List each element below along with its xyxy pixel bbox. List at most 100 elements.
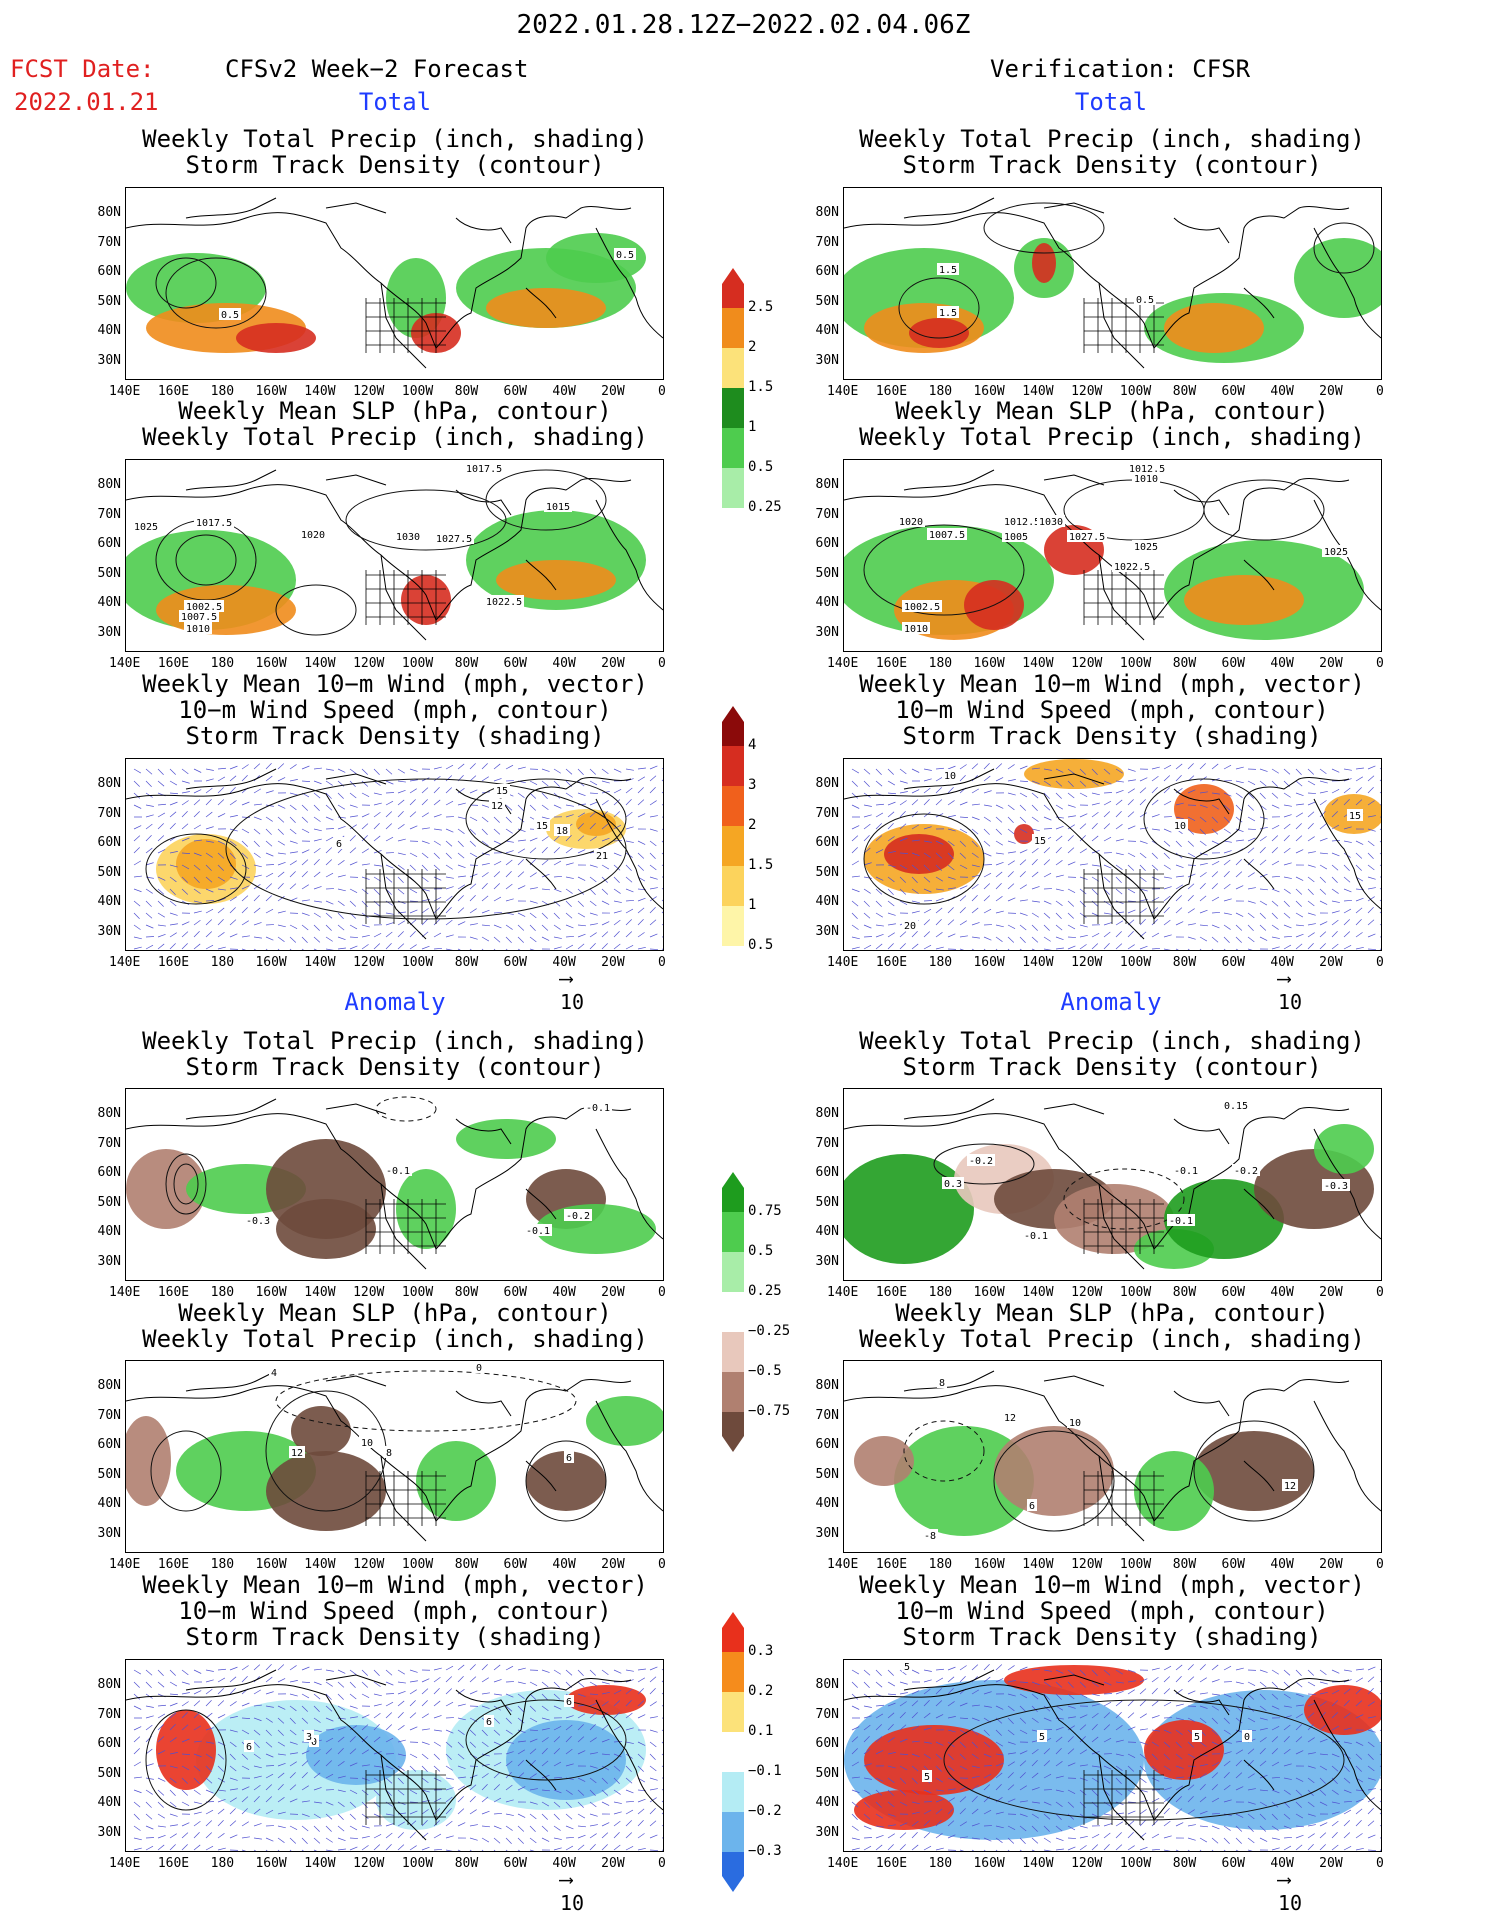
contour-label-bg (942, 769, 958, 781)
coastline (525, 1188, 557, 1220)
lat-tick-label: 80N (815, 477, 839, 492)
contour-label-bg (1132, 540, 1160, 552)
contour-label-bg (937, 1376, 947, 1388)
contour-label-bg (584, 1101, 612, 1113)
contour-label-bg (219, 308, 241, 320)
lon-tick-label: 180 (210, 955, 235, 970)
map-svg: 4 0 10 8 12 6 (126, 1361, 663, 1552)
coastline (1043, 773, 1105, 785)
colorbar-tick-label: 0.1 (748, 1723, 774, 1739)
colorbar-segment (722, 1652, 744, 1692)
title-p7-line2: Storm Track Density (contour) (185, 1053, 605, 1081)
coastline (903, 197, 995, 219)
map-panel-anomaly-verification-precip-storm: 0.15 -0.2 0.3 -0.1 -0.2 -0.3 -0.1 -0.1 (843, 1088, 1382, 1281)
lon-tick-label: 140E (827, 656, 859, 671)
contour-label: 1010 (186, 624, 210, 635)
lat-tick-label: 80N (97, 205, 121, 220)
lon-tick-label: 60W (503, 656, 528, 671)
colorbar-tick-label: 1.5 (748, 857, 774, 873)
contour-line (275, 584, 357, 636)
map-svg: 1012.5101010201007.51012.5100510301027.5… (844, 460, 1381, 651)
lon-tick-label: 120W (1071, 656, 1103, 671)
coastline (1243, 1188, 1275, 1220)
colorbar-segment (722, 308, 744, 348)
contour-label: 4 (271, 1368, 277, 1379)
contour-line (275, 1370, 577, 1432)
lat-tick-label: 70N (97, 1407, 121, 1423)
lon-tick-label: 80W (454, 1557, 479, 1572)
map-svg: 03 6 6 6 (126, 1660, 663, 1851)
title-p3-line1: Weekly Mean SLP (hPa, contour) (178, 397, 612, 425)
contour-label: 5 (1039, 1732, 1045, 1743)
lat-tick-label: 30N (97, 624, 121, 640)
contour-label-bg (564, 1695, 574, 1707)
map-panel-anomaly-verification-slp-precip: 8 12 10 6 12 -8 (843, 1360, 1382, 1553)
shading-region (156, 1710, 216, 1790)
lon-tick-label: 100W (401, 955, 434, 970)
lat-tick-label: 70N (815, 805, 839, 821)
colorbar-tick-label: 1 (748, 419, 757, 435)
title-p11-line2: 10−m Wind Speed (mph, contour) (178, 1597, 612, 1625)
contour-label-bg (1282, 1479, 1298, 1491)
contour-label: 1025 (134, 522, 158, 533)
contour-label: 1017.5 (196, 518, 232, 529)
shading-region (291, 1406, 351, 1456)
coastline (844, 478, 1350, 621)
lon-tick-label: 140E (109, 656, 141, 671)
lon-tick-label: 180 (928, 384, 953, 399)
lon-tick-label: 140E (109, 384, 141, 399)
lat-tick-label: 80N (815, 1677, 839, 1692)
lon-tick-label: 100W (401, 1856, 434, 1871)
lon-tick-label: 120W (1071, 1557, 1103, 1572)
lat-tick-label: 50N (815, 864, 839, 880)
map-panel-forecast-slp-precip: 1017.5 1025 1017.5 1020 1030 1027.5 1015 1022.5… (125, 459, 664, 652)
lon-tick-label: 20W (1319, 384, 1343, 399)
colorbar-tick-label: 0.2 (748, 1683, 774, 1699)
title-p4-line2: Weekly Total Precip (inch, shading) (859, 423, 1365, 451)
contour-line (225, 778, 627, 920)
lat-tick-label: 50N (97, 565, 121, 581)
contour-label: 0.3 (944, 1179, 962, 1190)
lon-tick-label: 160W (255, 384, 287, 399)
lat-tick-label: 40N (815, 1795, 839, 1810)
coastline (1313, 1699, 1381, 1811)
contour-label: 1020 (301, 530, 325, 541)
title-p8-line2: Storm Track Density (contour) (902, 1053, 1322, 1081)
coastline (455, 1390, 512, 1417)
shading-region (401, 575, 451, 625)
lon-tick-label: 0 (1376, 1285, 1384, 1300)
shading-region (1164, 303, 1264, 353)
lon-tick-label: 140E (827, 1285, 859, 1300)
lat-tick-label: 50N (815, 565, 839, 581)
colorbar-tick-label: −0.1 (748, 1763, 782, 1779)
coastline (1098, 1754, 1145, 1841)
contour-label-bg (289, 1446, 305, 1458)
coastline (1173, 1118, 1230, 1145)
map-panel-verification-precip-storm: 1.5 1.5 0.5 (843, 187, 1382, 380)
contour-label: 6 (336, 839, 342, 850)
coastline (595, 227, 663, 339)
lon-tick-label: 60W (503, 384, 528, 399)
lon-tick-label: 80W (1172, 384, 1197, 399)
shading-region (496, 560, 616, 600)
shading-region (306, 1725, 406, 1785)
lat-tick-label: 60N (97, 536, 121, 551)
lon-tick-label: 40W (1270, 656, 1294, 671)
lon-tick-label: 160E (875, 384, 908, 399)
contour-label: 12 (1004, 1413, 1016, 1424)
contour-label-bg (1222, 1099, 1250, 1111)
lon-tick-label: 60W (1221, 1856, 1246, 1871)
colorbar-tick-label: 0.75 (748, 1203, 782, 1219)
contour-label: 1.5 (939, 308, 957, 319)
contour-label-bg (1002, 1411, 1018, 1423)
colorbar-segment (722, 746, 744, 786)
shading-region (1304, 1685, 1381, 1735)
coastline (844, 206, 1350, 349)
shading-region (854, 1436, 914, 1486)
lon-tick-label: 80W (1172, 1285, 1197, 1300)
lon-tick-label: 0 (1376, 384, 1384, 399)
lat-tick-label: 80N (97, 1378, 121, 1393)
lon-tick-label: 20W (1319, 656, 1343, 671)
contour-label-bg (534, 819, 550, 831)
lat-tick-label: 30N (815, 1525, 839, 1541)
